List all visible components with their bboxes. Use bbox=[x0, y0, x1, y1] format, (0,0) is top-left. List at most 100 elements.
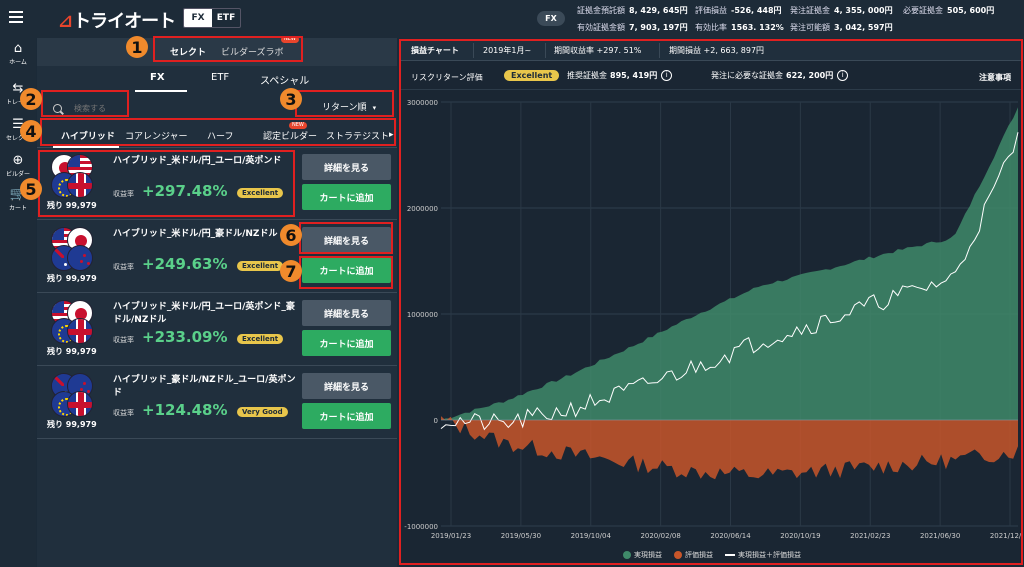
sub-tabs: FX ETF スペシャル bbox=[37, 68, 397, 92]
stat-order-margin: 発注証拠金 4, 355, 000円 bbox=[790, 6, 893, 15]
tab-builders-lab[interactable]: ビルダーズラボ bbox=[221, 48, 284, 58]
recommended-margin: 推奨証拠金 895, 419円 i bbox=[567, 70, 673, 81]
view-details-button[interactable]: 詳細を見る bbox=[302, 373, 391, 399]
nav-select[interactable]: ☰ セレクト bbox=[0, 117, 36, 143]
view-details-button[interactable]: 詳細を見る bbox=[302, 154, 391, 180]
strategy-card[interactable]: 残り 99,979 ハイブリッド_米ドル/円_ユーロ/英ポンド_豪ドル/NZドル… bbox=[37, 294, 397, 366]
tab-select[interactable]: セレクト bbox=[170, 48, 207, 58]
remaining-count: 残り 99,979 bbox=[47, 201, 97, 210]
annotation-box-3 bbox=[295, 90, 394, 117]
required-margin: 発注に必要な証拠金 622, 200円 i bbox=[711, 70, 849, 81]
strategy-name[interactable]: ハイブリッド_米ドル/円_ユーロ/英ポンド_豪ドル/NZドル bbox=[113, 302, 295, 325]
legend-realized[interactable]: 実現損益 bbox=[623, 550, 662, 560]
flag-uk-icon bbox=[67, 318, 93, 344]
stat-deposit: 証拠金預託額 8, 429, 645円 bbox=[577, 6, 688, 15]
strategy-name[interactable]: ハイブリッド_豪ドル/NZドル_ユーロ/英ポンド bbox=[113, 375, 296, 398]
menu-icon[interactable] bbox=[9, 11, 23, 23]
x-tick-label: 2019/01/23 bbox=[431, 532, 471, 540]
callout-1: 1 bbox=[126, 36, 148, 58]
period-pl: 期間損益 +2, 663, 897円 bbox=[669, 46, 765, 55]
chevron-down-icon: ▾ bbox=[372, 104, 377, 112]
annotation-box-7 bbox=[299, 256, 393, 289]
currency-flags bbox=[51, 373, 95, 417]
strategy-name[interactable]: ハイブリッド_米ドル/円_ユーロ/英ポンド bbox=[113, 156, 282, 166]
divider bbox=[473, 43, 474, 58]
y-tick-label: -1000000 bbox=[404, 523, 438, 531]
flag-uk-icon bbox=[67, 391, 93, 417]
subtab-etf[interactable]: ETF bbox=[211, 72, 230, 83]
currency-flags bbox=[51, 227, 95, 271]
category-half[interactable]: ハーフ bbox=[207, 132, 234, 142]
legend-unrealized[interactable]: 評価損益 bbox=[674, 550, 713, 560]
add-to-cart-button[interactable]: カートに追加 bbox=[302, 257, 391, 283]
period-return: 期間収益率 +297. 51% bbox=[554, 46, 642, 55]
stat-required-margin: 必要証拠金 505, 600円 bbox=[903, 6, 995, 15]
notes-link[interactable]: 注意事項 bbox=[979, 73, 1011, 82]
category-strategist[interactable]: ストラテジスト bbox=[326, 132, 390, 142]
realized-pl-area bbox=[441, 107, 1018, 421]
add-to-cart-button[interactable]: カートに追加 bbox=[302, 403, 391, 429]
top-bar: ⊿トライオート FX ETF FX 証拠金預託額 8, 429, 645円 評価損… bbox=[0, 0, 1024, 38]
x-tick-label: 2021/02/23 bbox=[850, 532, 890, 540]
divider bbox=[545, 43, 546, 58]
return-value: +233.09% bbox=[142, 328, 228, 346]
info-icon[interactable]: i bbox=[661, 70, 673, 81]
view-details-button[interactable]: 詳細を見る bbox=[302, 227, 391, 253]
category-core-ranger[interactable]: コアレンジャー bbox=[125, 132, 188, 142]
subtab-indicator bbox=[135, 90, 187, 92]
risk-badge: Excellent bbox=[504, 70, 560, 81]
tab-pl-chart[interactable]: 損益チャート bbox=[411, 46, 459, 55]
legend-total[interactable]: 実現損益＋評価損益 bbox=[725, 550, 801, 560]
search-input[interactable] bbox=[74, 103, 224, 113]
strategy-card[interactable]: 残り 99,979 ハイブリッド_米ドル/円_ユーロ/英ポンド 収益率 +297… bbox=[37, 148, 397, 220]
y-tick-label: 1000000 bbox=[407, 311, 438, 319]
chevron-right-icon[interactable]: ▸ bbox=[389, 130, 394, 140]
return-value: +249.63% bbox=[142, 255, 228, 273]
category-hybrid[interactable]: ハイブリッド bbox=[61, 132, 115, 142]
nav-builder[interactable]: ⊕ ビルダー bbox=[0, 154, 36, 179]
currency-flags bbox=[51, 300, 95, 344]
strategy-card[interactable]: 残り 99,979 ハイブリッド_米ドル/円_豪ドル/NZドル 収益率 +249… bbox=[37, 221, 397, 293]
home-icon: ⌂ bbox=[13, 41, 23, 56]
stat-unrealized: 評価損益 -526, 448円 bbox=[695, 6, 782, 15]
chart-panel: 損益チャート 2019年1月~ 期間収益率 +297. 51% 期間損益 +2,… bbox=[401, 40, 1022, 563]
period-select[interactable]: 2019年1月~ bbox=[483, 46, 532, 55]
strategy-panel: セレクト ビルダーズラボ NEW FX ETF スペシャル リターン順▾ ハイブ… bbox=[37, 36, 397, 567]
x-tick-label: 2021/06/30 bbox=[920, 532, 960, 540]
annotation-box-2 bbox=[41, 90, 129, 117]
return-value: +297.48% bbox=[142, 182, 228, 200]
y-tick-label: 0 bbox=[434, 417, 438, 425]
add-to-cart-button[interactable]: カートに追加 bbox=[302, 330, 391, 356]
return-value: +124.48% bbox=[142, 401, 228, 419]
annotation-box-6 bbox=[299, 222, 393, 254]
market-pill: FX bbox=[537, 11, 565, 26]
subtab-special[interactable]: スペシャル bbox=[260, 76, 310, 87]
x-tick-label: 2019/05/30 bbox=[501, 532, 541, 540]
callout-7: 7 bbox=[280, 260, 302, 282]
currency-flags bbox=[51, 154, 95, 198]
callout-3: 3 bbox=[280, 88, 302, 110]
market-tab-fx[interactable]: FX bbox=[184, 9, 212, 27]
nav-home[interactable]: ⌂ ホーム bbox=[0, 41, 36, 67]
search-icon bbox=[53, 103, 62, 113]
return-label: 収益率 bbox=[113, 336, 134, 344]
category-certified-builder[interactable]: 認定ビルダー bbox=[263, 132, 318, 142]
strategy-name[interactable]: ハイブリッド_米ドル/円_豪ドル/NZドル bbox=[113, 229, 278, 239]
info-icon[interactable]: i bbox=[837, 70, 849, 81]
sort-select[interactable]: リターン順 ▾ bbox=[322, 103, 377, 113]
add-to-cart-button[interactable]: カートに追加 bbox=[302, 184, 391, 210]
callout-4: 4 bbox=[20, 120, 42, 142]
select-icon: ☰ bbox=[12, 117, 24, 132]
divider bbox=[659, 43, 660, 58]
subtab-fx[interactable]: FX bbox=[150, 72, 165, 83]
market-tab-etf[interactable]: ETF bbox=[216, 13, 236, 23]
annotation-box-5 bbox=[38, 150, 295, 217]
stat-orderable: 発注可能額 3, 042, 597円 bbox=[790, 23, 893, 32]
return-label: 収益率 bbox=[113, 409, 134, 417]
y-tick-label: 3000000 bbox=[407, 99, 438, 107]
trade-icon: ⇆ bbox=[12, 81, 24, 96]
view-details-button[interactable]: 詳細を見る bbox=[302, 300, 391, 326]
market-toggle: FX ETF bbox=[183, 8, 241, 28]
nav-trade[interactable]: ⇆ トレード bbox=[0, 81, 36, 107]
strategy-card[interactable]: 残り 99,979 ハイブリッド_豪ドル/NZドル_ユーロ/英ポンド 収益率 +… bbox=[37, 367, 397, 439]
